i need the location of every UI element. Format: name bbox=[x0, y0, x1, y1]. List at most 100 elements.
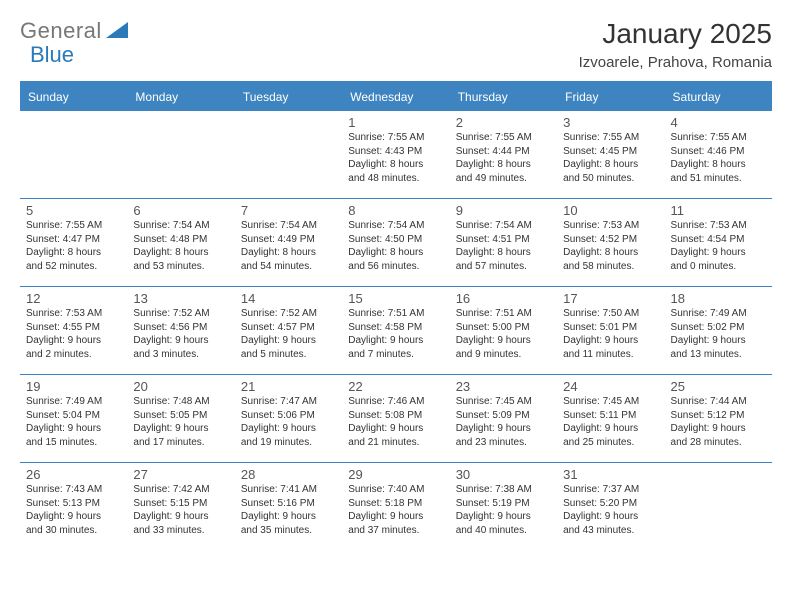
day-number: 23 bbox=[456, 379, 551, 394]
calendar-week-row: 5Sunrise: 7:55 AMSunset: 4:47 PMDaylight… bbox=[20, 199, 772, 287]
day-number: 31 bbox=[563, 467, 658, 482]
day-detail-text: Sunrise: 7:50 AMSunset: 5:01 PMDaylight:… bbox=[563, 307, 658, 361]
calendar-table: SundayMondayTuesdayWednesdayThursdayFrid… bbox=[20, 81, 772, 551]
calendar-day-cell: 24Sunrise: 7:45 AMSunset: 5:11 PMDayligh… bbox=[557, 375, 664, 463]
logo: General bbox=[20, 18, 128, 44]
day-number: 16 bbox=[456, 291, 551, 306]
day-detail-text: Sunrise: 7:51 AMSunset: 5:00 PMDaylight:… bbox=[456, 307, 551, 361]
calendar-day-cell: 6Sunrise: 7:54 AMSunset: 4:48 PMDaylight… bbox=[127, 199, 234, 287]
day-detail-text: Sunrise: 7:55 AMSunset: 4:43 PMDaylight:… bbox=[348, 131, 443, 185]
day-number: 2 bbox=[456, 115, 551, 130]
logo-text-general: General bbox=[20, 18, 102, 44]
weekday-header: Friday bbox=[557, 83, 664, 111]
day-detail-text: Sunrise: 7:55 AMSunset: 4:46 PMDaylight:… bbox=[671, 131, 766, 185]
calendar-day-cell: 30Sunrise: 7:38 AMSunset: 5:19 PMDayligh… bbox=[450, 463, 557, 551]
day-detail-text: Sunrise: 7:41 AMSunset: 5:16 PMDaylight:… bbox=[241, 483, 336, 537]
day-detail-text: Sunrise: 7:37 AMSunset: 5:20 PMDaylight:… bbox=[563, 483, 658, 537]
calendar-day-cell: 17Sunrise: 7:50 AMSunset: 5:01 PMDayligh… bbox=[557, 287, 664, 375]
calendar-day-cell: 10Sunrise: 7:53 AMSunset: 4:52 PMDayligh… bbox=[557, 199, 664, 287]
day-detail-text: Sunrise: 7:54 AMSunset: 4:51 PMDaylight:… bbox=[456, 219, 551, 273]
calendar-day-cell: 11Sunrise: 7:53 AMSunset: 4:54 PMDayligh… bbox=[665, 199, 772, 287]
calendar-day-cell: 23Sunrise: 7:45 AMSunset: 5:09 PMDayligh… bbox=[450, 375, 557, 463]
weekday-header: Wednesday bbox=[342, 83, 449, 111]
calendar-day-cell: 14Sunrise: 7:52 AMSunset: 4:57 PMDayligh… bbox=[235, 287, 342, 375]
day-detail-text: Sunrise: 7:45 AMSunset: 5:11 PMDaylight:… bbox=[563, 395, 658, 449]
day-number: 6 bbox=[133, 203, 228, 218]
weekday-header: Thursday bbox=[450, 83, 557, 111]
day-number: 28 bbox=[241, 467, 336, 482]
day-detail-text: Sunrise: 7:38 AMSunset: 5:19 PMDaylight:… bbox=[456, 483, 551, 537]
day-detail-text: Sunrise: 7:53 AMSunset: 4:52 PMDaylight:… bbox=[563, 219, 658, 273]
day-detail-text: Sunrise: 7:53 AMSunset: 4:55 PMDaylight:… bbox=[26, 307, 121, 361]
day-detail-text: Sunrise: 7:52 AMSunset: 4:57 PMDaylight:… bbox=[241, 307, 336, 361]
calendar-week-row: 26Sunrise: 7:43 AMSunset: 5:13 PMDayligh… bbox=[20, 463, 772, 551]
calendar-day-cell: 13Sunrise: 7:52 AMSunset: 4:56 PMDayligh… bbox=[127, 287, 234, 375]
day-number: 12 bbox=[26, 291, 121, 306]
logo-text-blue: Blue bbox=[30, 42, 74, 68]
day-number: 25 bbox=[671, 379, 766, 394]
day-detail-text: Sunrise: 7:55 AMSunset: 4:47 PMDaylight:… bbox=[26, 219, 121, 273]
day-number: 13 bbox=[133, 291, 228, 306]
calendar-day-cell: 18Sunrise: 7:49 AMSunset: 5:02 PMDayligh… bbox=[665, 287, 772, 375]
day-number: 4 bbox=[671, 115, 766, 130]
weekday-header: Monday bbox=[127, 83, 234, 111]
calendar-day-cell: 9Sunrise: 7:54 AMSunset: 4:51 PMDaylight… bbox=[450, 199, 557, 287]
day-number: 14 bbox=[241, 291, 336, 306]
day-number: 7 bbox=[241, 203, 336, 218]
day-number: 8 bbox=[348, 203, 443, 218]
day-detail-text: Sunrise: 7:40 AMSunset: 5:18 PMDaylight:… bbox=[348, 483, 443, 537]
day-detail-text: Sunrise: 7:49 AMSunset: 5:02 PMDaylight:… bbox=[671, 307, 766, 361]
calendar-week-row: 1Sunrise: 7:55 AMSunset: 4:43 PMDaylight… bbox=[20, 111, 772, 199]
day-number: 1 bbox=[348, 115, 443, 130]
calendar-body: 1Sunrise: 7:55 AMSunset: 4:43 PMDaylight… bbox=[20, 111, 772, 551]
calendar-day-cell: 25Sunrise: 7:44 AMSunset: 5:12 PMDayligh… bbox=[665, 375, 772, 463]
calendar-day-cell: 20Sunrise: 7:48 AMSunset: 5:05 PMDayligh… bbox=[127, 375, 234, 463]
location-text: Izvoarele, Prahova, Romania bbox=[579, 54, 772, 71]
weekday-header: Sunday bbox=[20, 83, 127, 111]
calendar-day-cell: 29Sunrise: 7:40 AMSunset: 5:18 PMDayligh… bbox=[342, 463, 449, 551]
calendar-empty-cell bbox=[665, 463, 772, 551]
day-number: 11 bbox=[671, 203, 766, 218]
calendar-day-cell: 3Sunrise: 7:55 AMSunset: 4:45 PMDaylight… bbox=[557, 111, 664, 199]
day-detail-text: Sunrise: 7:54 AMSunset: 4:49 PMDaylight:… bbox=[241, 219, 336, 273]
day-number: 27 bbox=[133, 467, 228, 482]
day-number: 5 bbox=[26, 203, 121, 218]
calendar-day-cell: 21Sunrise: 7:47 AMSunset: 5:06 PMDayligh… bbox=[235, 375, 342, 463]
calendar-day-cell: 28Sunrise: 7:41 AMSunset: 5:16 PMDayligh… bbox=[235, 463, 342, 551]
weekday-header: Saturday bbox=[665, 83, 772, 111]
calendar-day-cell: 16Sunrise: 7:51 AMSunset: 5:00 PMDayligh… bbox=[450, 287, 557, 375]
day-detail-text: Sunrise: 7:43 AMSunset: 5:13 PMDaylight:… bbox=[26, 483, 121, 537]
day-detail-text: Sunrise: 7:52 AMSunset: 4:56 PMDaylight:… bbox=[133, 307, 228, 361]
day-number: 9 bbox=[456, 203, 551, 218]
calendar-day-cell: 2Sunrise: 7:55 AMSunset: 4:44 PMDaylight… bbox=[450, 111, 557, 199]
calendar-day-cell: 15Sunrise: 7:51 AMSunset: 4:58 PMDayligh… bbox=[342, 287, 449, 375]
calendar-day-cell: 7Sunrise: 7:54 AMSunset: 4:49 PMDaylight… bbox=[235, 199, 342, 287]
calendar-day-cell: 31Sunrise: 7:37 AMSunset: 5:20 PMDayligh… bbox=[557, 463, 664, 551]
day-detail-text: Sunrise: 7:42 AMSunset: 5:15 PMDaylight:… bbox=[133, 483, 228, 537]
calendar-empty-cell bbox=[127, 111, 234, 199]
calendar-day-cell: 22Sunrise: 7:46 AMSunset: 5:08 PMDayligh… bbox=[342, 375, 449, 463]
day-detail-text: Sunrise: 7:45 AMSunset: 5:09 PMDaylight:… bbox=[456, 395, 551, 449]
day-number: 30 bbox=[456, 467, 551, 482]
calendar-header-row: SundayMondayTuesdayWednesdayThursdayFrid… bbox=[20, 83, 772, 111]
day-number: 15 bbox=[348, 291, 443, 306]
day-detail-text: Sunrise: 7:54 AMSunset: 4:48 PMDaylight:… bbox=[133, 219, 228, 273]
day-number: 19 bbox=[26, 379, 121, 394]
day-detail-text: Sunrise: 7:46 AMSunset: 5:08 PMDaylight:… bbox=[348, 395, 443, 449]
calendar-day-cell: 19Sunrise: 7:49 AMSunset: 5:04 PMDayligh… bbox=[20, 375, 127, 463]
day-detail-text: Sunrise: 7:49 AMSunset: 5:04 PMDaylight:… bbox=[26, 395, 121, 449]
day-detail-text: Sunrise: 7:55 AMSunset: 4:44 PMDaylight:… bbox=[456, 131, 551, 185]
calendar-day-cell: 5Sunrise: 7:55 AMSunset: 4:47 PMDaylight… bbox=[20, 199, 127, 287]
weekday-header: Tuesday bbox=[235, 83, 342, 111]
calendar-day-cell: 1Sunrise: 7:55 AMSunset: 4:43 PMDaylight… bbox=[342, 111, 449, 199]
day-number: 3 bbox=[563, 115, 658, 130]
calendar-empty-cell bbox=[20, 111, 127, 199]
header: General January 2025 Izvoarele, Prahova,… bbox=[20, 18, 772, 71]
day-number: 29 bbox=[348, 467, 443, 482]
day-detail-text: Sunrise: 7:55 AMSunset: 4:45 PMDaylight:… bbox=[563, 131, 658, 185]
day-number: 26 bbox=[26, 467, 121, 482]
calendar-week-row: 19Sunrise: 7:49 AMSunset: 5:04 PMDayligh… bbox=[20, 375, 772, 463]
calendar-week-row: 12Sunrise: 7:53 AMSunset: 4:55 PMDayligh… bbox=[20, 287, 772, 375]
calendar-day-cell: 12Sunrise: 7:53 AMSunset: 4:55 PMDayligh… bbox=[20, 287, 127, 375]
calendar-empty-cell bbox=[235, 111, 342, 199]
